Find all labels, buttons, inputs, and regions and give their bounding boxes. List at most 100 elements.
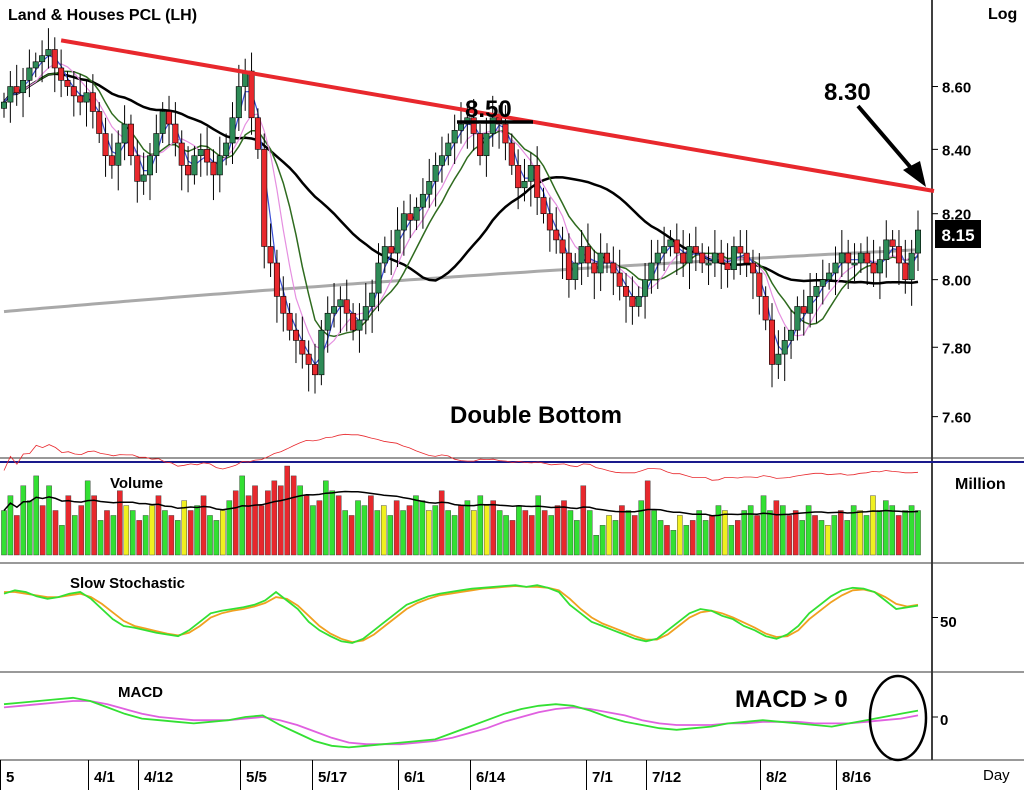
date-tick-label: 5/5 bbox=[246, 769, 267, 786]
candle-body bbox=[77, 95, 84, 103]
volume-bar bbox=[368, 495, 374, 556]
volume-bar bbox=[284, 465, 290, 556]
volume-bar bbox=[638, 500, 644, 556]
volume-bar bbox=[142, 515, 149, 556]
volume-bar bbox=[837, 510, 844, 556]
volume-bar bbox=[632, 515, 638, 556]
target-label: 8.30 bbox=[824, 79, 871, 106]
volume-bar bbox=[451, 515, 458, 556]
candle-body bbox=[134, 155, 141, 182]
candle-body bbox=[616, 272, 623, 287]
candle-body bbox=[876, 259, 883, 274]
volume-bar bbox=[380, 505, 387, 556]
price-tick-label: 7.60 bbox=[942, 410, 971, 427]
candle-body bbox=[781, 340, 788, 355]
candle-body bbox=[559, 239, 566, 254]
volume-bar bbox=[567, 510, 574, 556]
volume-bar bbox=[438, 490, 445, 556]
price-tick-label: 7.80 bbox=[942, 340, 971, 357]
candle-body bbox=[89, 92, 96, 112]
macd-line bbox=[3, 696, 919, 749]
volume-bar bbox=[136, 520, 142, 556]
volume-bar bbox=[574, 520, 580, 556]
candle-body bbox=[324, 312, 331, 331]
volume-bar bbox=[786, 515, 793, 556]
candle-body bbox=[546, 213, 553, 231]
candle-body bbox=[680, 252, 687, 264]
volume-bar bbox=[516, 505, 522, 556]
date-tick-label: 7/1 bbox=[592, 769, 613, 786]
date-tick-label: 6/1 bbox=[404, 769, 425, 786]
candle-body bbox=[845, 252, 852, 264]
x-axis-label: Day bbox=[983, 767, 1010, 784]
candle-body bbox=[369, 292, 376, 307]
candle-body bbox=[375, 262, 382, 294]
candle-body bbox=[413, 206, 420, 221]
volume-bar bbox=[477, 495, 484, 556]
candle-body bbox=[96, 111, 103, 134]
candle-body bbox=[343, 299, 350, 314]
candle-body bbox=[902, 262, 909, 280]
volume-bar bbox=[657, 520, 664, 556]
stochastic-tick: 50 bbox=[940, 614, 957, 631]
volume-bar bbox=[226, 500, 233, 556]
macd-tick: 0 bbox=[940, 712, 948, 729]
volume-bar bbox=[792, 510, 799, 556]
candle-body bbox=[32, 61, 39, 69]
volume-bar bbox=[123, 505, 130, 556]
candle-body bbox=[515, 165, 522, 189]
volume-bar bbox=[580, 485, 587, 556]
volume-bar bbox=[644, 480, 651, 556]
volume-bar bbox=[97, 520, 104, 556]
candle-body bbox=[477, 133, 484, 157]
candle-body bbox=[470, 117, 477, 134]
candle-body bbox=[597, 252, 604, 274]
volume-bar bbox=[232, 490, 239, 556]
candle-body bbox=[610, 262, 617, 274]
candle-body bbox=[623, 286, 630, 297]
candle-body bbox=[381, 246, 388, 264]
candle-body bbox=[58, 67, 65, 81]
candle-body bbox=[527, 165, 534, 182]
volume-bar bbox=[46, 485, 52, 556]
candle-body bbox=[591, 262, 598, 274]
candle-body bbox=[350, 312, 357, 331]
candle-body bbox=[166, 111, 173, 125]
ma-200-path bbox=[3, 248, 919, 314]
volume-bar bbox=[780, 505, 786, 556]
volume-bar bbox=[329, 490, 336, 556]
candle-body bbox=[394, 229, 401, 254]
candle-body bbox=[654, 252, 661, 264]
volume-bar bbox=[175, 520, 181, 556]
volume-bar bbox=[213, 520, 220, 556]
volume-bar bbox=[883, 500, 889, 556]
volume-bar bbox=[696, 510, 702, 556]
volume-bar bbox=[586, 510, 593, 556]
candle-body bbox=[661, 246, 668, 254]
date-tick-label: 4/12 bbox=[144, 769, 173, 786]
volume-bar bbox=[625, 510, 632, 556]
volume-bar bbox=[65, 495, 72, 556]
volume-bar bbox=[754, 515, 760, 556]
volume-bar bbox=[496, 510, 503, 556]
volume-bar bbox=[509, 520, 516, 556]
ma-long-path bbox=[3, 72, 919, 285]
candle-body bbox=[26, 67, 33, 81]
volume-bar bbox=[522, 510, 529, 556]
candle-body bbox=[635, 296, 642, 307]
volume-bar bbox=[432, 505, 439, 556]
price-axis-ticks: 7.60 7.80 8.00 8.20 8.40 8.60 bbox=[932, 80, 971, 427]
candle-body bbox=[299, 340, 306, 355]
candle-body bbox=[223, 142, 230, 157]
candle-body bbox=[686, 246, 693, 264]
volume-bar bbox=[561, 500, 567, 556]
candle-body bbox=[419, 193, 426, 208]
target-arrow bbox=[856, 104, 920, 178]
date-tick-label: 4/1 bbox=[94, 769, 115, 786]
candle-body bbox=[331, 306, 338, 314]
stochastic-lines bbox=[3, 584, 938, 644]
candle-body bbox=[83, 92, 90, 103]
candle-body bbox=[64, 80, 71, 87]
candle-body bbox=[191, 155, 198, 176]
volume-bar bbox=[889, 505, 896, 556]
